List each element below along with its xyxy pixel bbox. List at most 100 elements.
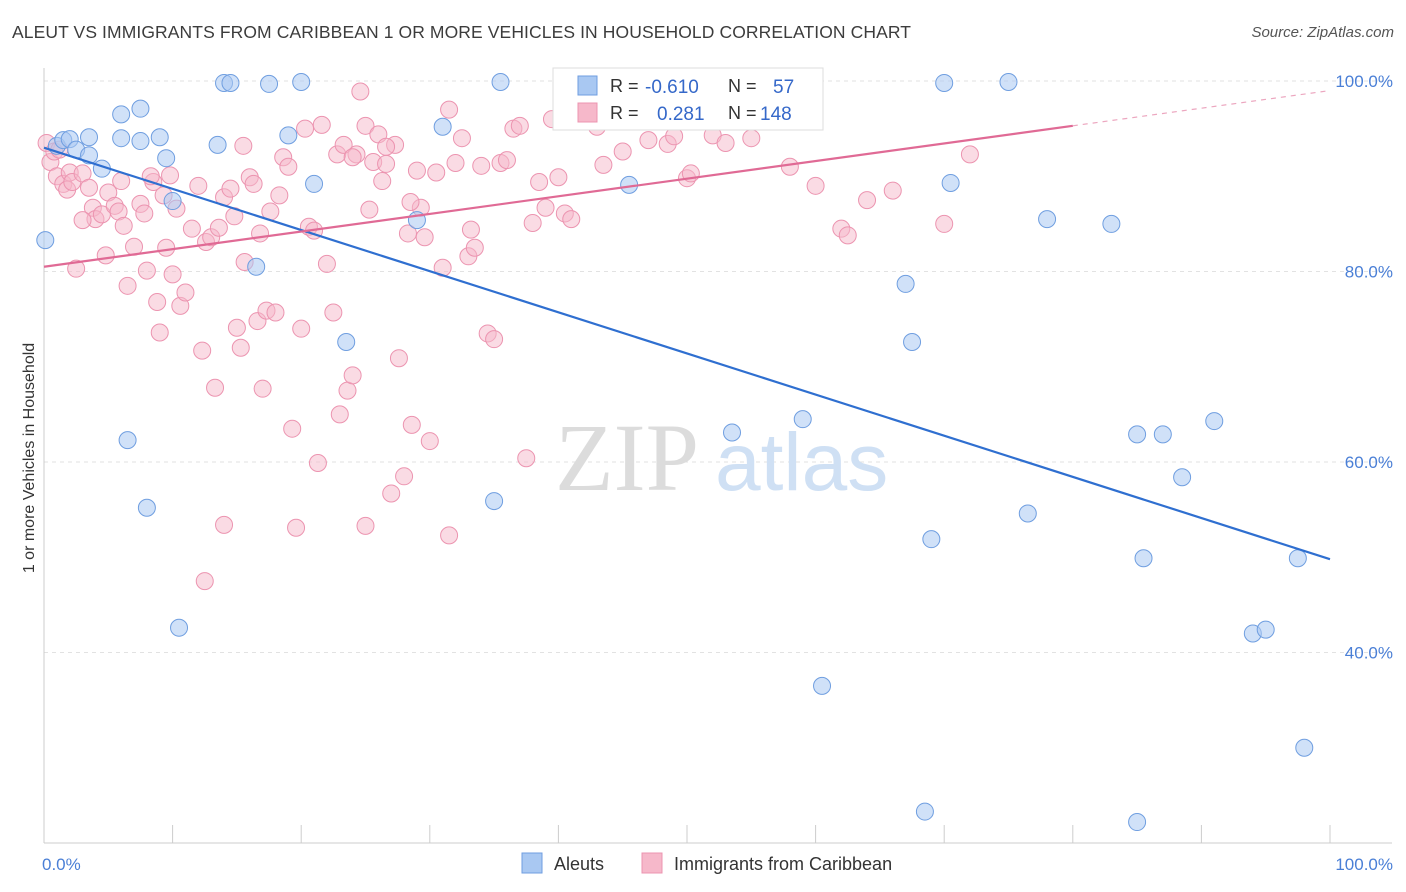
carib-point-60 xyxy=(292,319,311,338)
carib-point-112 xyxy=(562,210,581,229)
carib-point-11 xyxy=(80,178,99,197)
series-aleut-points xyxy=(36,73,1314,832)
aleut-point-43 xyxy=(1128,425,1147,444)
carib-point-58 xyxy=(283,419,302,438)
carib-point-31 xyxy=(163,265,182,284)
carib-point-45 xyxy=(227,318,246,337)
carib-point-106 xyxy=(523,213,542,232)
carib-point-94 xyxy=(446,153,465,172)
carib-point-20 xyxy=(114,216,133,235)
carib-point-138 xyxy=(356,516,375,535)
y-axis-label: 1 or more Vehicles in Household xyxy=(21,343,38,573)
carib-point-85 xyxy=(398,224,417,243)
y-tick-label-60: 60.0% xyxy=(1345,453,1393,472)
aleut-point-12 xyxy=(150,128,169,147)
aleut-point-52 xyxy=(1128,813,1147,832)
bottom-legend-aleut: Aleuts xyxy=(554,854,604,874)
carib-point-35 xyxy=(182,219,201,238)
carib-point-91 xyxy=(427,163,446,182)
carib-point-36 xyxy=(189,176,208,195)
carib-point-41 xyxy=(209,218,228,237)
grid-lines xyxy=(44,80,1392,654)
aleut-point-41 xyxy=(1038,210,1057,229)
legend-n-label-2: N = xyxy=(728,103,757,123)
carib-point-130 xyxy=(806,176,825,195)
carib-point-76 xyxy=(360,200,379,219)
aleut-point-42 xyxy=(1102,214,1121,233)
aleut-point-35 xyxy=(903,333,922,352)
aleut-point-22 xyxy=(305,174,324,193)
carib-point-46 xyxy=(231,338,250,357)
carib-point-107 xyxy=(530,173,549,192)
carib-point-104 xyxy=(510,116,529,135)
carib-point-9 xyxy=(67,259,86,278)
carib-point-110 xyxy=(549,168,568,187)
aleut-point-26 xyxy=(485,492,504,511)
aleut-point-46 xyxy=(1173,468,1192,487)
carib-point-140 xyxy=(73,211,92,230)
carib-point-59 xyxy=(287,518,306,537)
legend-r-value-2: 0.281 xyxy=(657,104,705,125)
carib-point-100 xyxy=(485,330,504,349)
carib-point-67 xyxy=(324,303,343,322)
aleut-trend-line xyxy=(43,146,1331,561)
carib-point-54 xyxy=(266,303,285,322)
aleut-point-0 xyxy=(36,231,55,250)
trend-lines xyxy=(43,89,1331,561)
carib-point-24 xyxy=(135,204,154,223)
aleut-point-56 xyxy=(170,618,189,637)
carib-point-132 xyxy=(858,191,877,210)
aleut-point-51 xyxy=(1295,738,1314,757)
carib-point-144 xyxy=(251,224,270,243)
watermark-atlas: atlas xyxy=(715,417,888,508)
carib-point-105 xyxy=(517,449,536,468)
carib-point-83 xyxy=(389,349,408,368)
aleut-point-47 xyxy=(1205,412,1224,431)
aleut-point-19 xyxy=(260,74,279,93)
carib-point-133 xyxy=(883,181,902,200)
carib-point-93 xyxy=(440,100,459,119)
carib-point-128 xyxy=(742,129,761,148)
carib-point-116 xyxy=(594,155,613,174)
axes xyxy=(43,68,1392,844)
legend-n-label-1: N = xyxy=(728,76,757,96)
carib-point-86 xyxy=(402,415,421,434)
carib-point-97 xyxy=(465,238,484,257)
aleut-point-6 xyxy=(80,146,99,165)
carib-point-87 xyxy=(407,161,426,180)
carib-point-65 xyxy=(312,115,331,134)
aleut-point-32 xyxy=(793,410,812,429)
carib-point-102 xyxy=(497,151,516,170)
aleut-point-17 xyxy=(221,73,240,92)
legend-swatch-carib xyxy=(577,102,598,123)
carib-point-151 xyxy=(377,137,396,156)
source-label: Source: ZipAtlas.com xyxy=(1251,24,1394,41)
legend-swatch-aleut xyxy=(577,75,598,96)
bottom-legend-swatch-carib xyxy=(641,852,663,874)
carib-point-57 xyxy=(279,157,298,176)
aleut-point-13 xyxy=(157,149,176,168)
carib-point-79 xyxy=(373,172,392,191)
aleut-point-21 xyxy=(292,73,311,92)
series-caribbean-points xyxy=(37,73,979,591)
aleut-point-34 xyxy=(896,274,915,293)
carib-point-27 xyxy=(148,293,167,312)
watermark-zip: ZIP xyxy=(555,404,699,511)
x-tick-label-0: 0.0% xyxy=(42,855,81,874)
aleut-point-9 xyxy=(112,105,131,124)
aleut-point-15 xyxy=(208,135,227,154)
aleut-point-39 xyxy=(999,73,1018,92)
bottom-legend-carib: Immigrants from Caribbean xyxy=(674,854,892,874)
carib-point-40 xyxy=(206,378,225,397)
carib-point-150 xyxy=(461,220,480,239)
carib-point-145 xyxy=(343,148,362,167)
legend-r-value-1: -0.610 xyxy=(645,77,699,98)
aleut-point-8 xyxy=(112,129,131,148)
carib-point-25 xyxy=(137,261,156,280)
tick-labels: 100.0% 80.0% 60.0% 40.0% 0.0% 100.0% xyxy=(42,72,1393,874)
aleut-point-50 xyxy=(1288,549,1307,568)
carib-point-55 xyxy=(270,186,289,205)
aleut-point-14 xyxy=(163,192,182,211)
legend-box: R = -0.610 N = 57 R = 0.281 N = 148 xyxy=(552,67,824,131)
